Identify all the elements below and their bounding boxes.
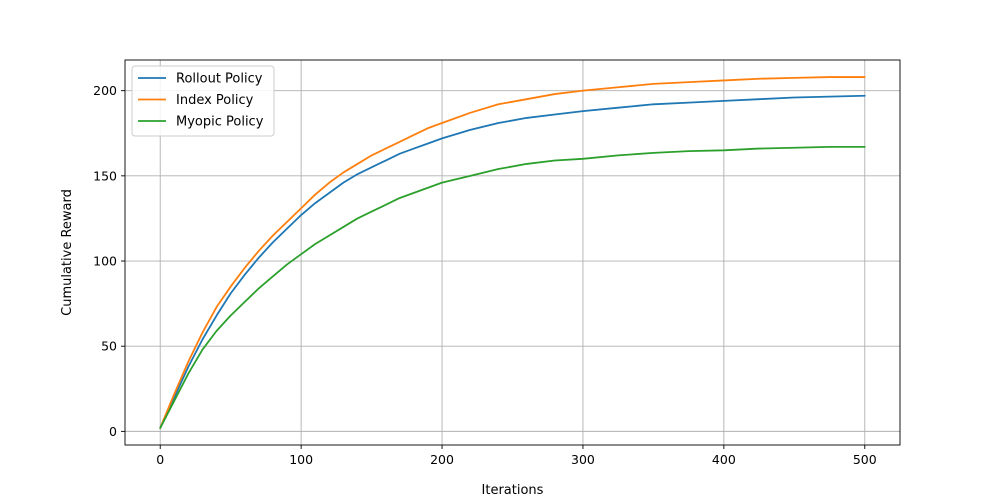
y-tick-label: 100 — [93, 254, 117, 269]
series-line-rollout-policy — [159, 94, 866, 429]
x-tick-label: 400 — [712, 452, 736, 467]
legend: Rollout Policy Index Policy Myopic Policy — [131, 65, 275, 137]
axis-ticks: 0 100 200 300 400 500 0 50 100 150 200 — [93, 83, 877, 467]
series-line-myopic-policy — [159, 145, 866, 429]
y-axis-label: Cumulative Reward — [60, 189, 75, 316]
legend-label: Rollout Policy — [176, 72, 263, 87]
y-tick-label: 0 — [109, 424, 117, 439]
legend-label: Index Policy — [176, 93, 254, 108]
x-tick-label: 200 — [430, 452, 454, 467]
y-tick-label: 200 — [93, 83, 117, 98]
x-tick-label: 300 — [571, 452, 595, 467]
series-line-index-policy — [159, 76, 866, 429]
y-tick-label: 50 — [101, 339, 117, 354]
series-lines — [159, 76, 866, 429]
x-tick-label: 500 — [853, 452, 877, 467]
legend-box — [131, 65, 275, 137]
x-axis-label: Iterations — [482, 483, 544, 498]
x-tick-label: 100 — [289, 452, 313, 467]
x-tick-label: 0 — [156, 452, 164, 467]
plot-area-frame — [124, 59, 901, 446]
y-tick-label: 150 — [93, 168, 117, 183]
legend-label: Myopic Policy — [176, 115, 264, 130]
